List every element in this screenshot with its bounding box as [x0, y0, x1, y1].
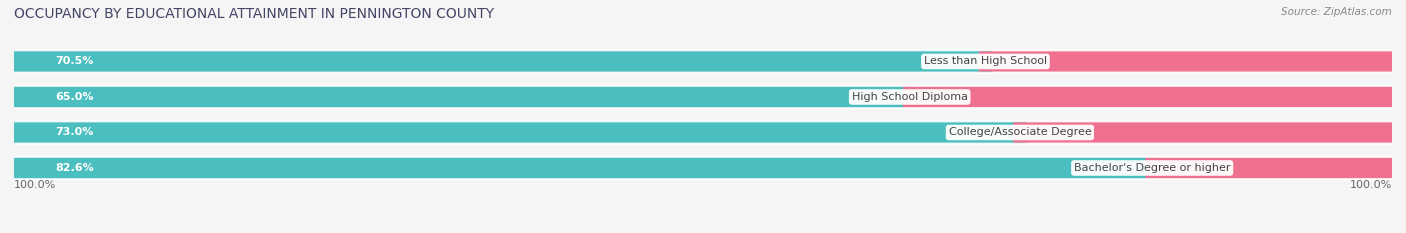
FancyBboxPatch shape [1012, 122, 1399, 144]
Text: 65.0%: 65.0% [55, 92, 94, 102]
Text: 73.0%: 73.0% [55, 127, 94, 137]
Text: Bachelor's Degree or higher: Bachelor's Degree or higher [1074, 163, 1230, 173]
FancyBboxPatch shape [7, 157, 1159, 179]
FancyBboxPatch shape [1012, 122, 1399, 143]
FancyBboxPatch shape [3, 50, 1403, 73]
Text: OCCUPANCY BY EDUCATIONAL ATTAINMENT IN PENNINGTON COUNTY: OCCUPANCY BY EDUCATIONAL ATTAINMENT IN P… [14, 7, 494, 21]
FancyBboxPatch shape [903, 86, 1399, 108]
Text: 100.0%: 100.0% [14, 180, 56, 190]
FancyBboxPatch shape [7, 158, 1159, 178]
FancyBboxPatch shape [1146, 157, 1399, 179]
FancyBboxPatch shape [3, 121, 1403, 144]
FancyBboxPatch shape [3, 157, 1403, 179]
Text: High School Diploma: High School Diploma [852, 92, 967, 102]
Text: 100.0%: 100.0% [1350, 180, 1392, 190]
Text: Source: ZipAtlas.com: Source: ZipAtlas.com [1281, 7, 1392, 17]
FancyBboxPatch shape [979, 51, 1399, 72]
FancyBboxPatch shape [7, 51, 993, 72]
FancyBboxPatch shape [7, 122, 1026, 143]
FancyBboxPatch shape [7, 87, 917, 107]
FancyBboxPatch shape [3, 86, 1403, 108]
Text: 82.6%: 82.6% [55, 163, 94, 173]
FancyBboxPatch shape [7, 86, 917, 108]
Text: Less than High School: Less than High School [924, 56, 1047, 66]
FancyBboxPatch shape [979, 51, 1399, 72]
Text: College/Associate Degree: College/Associate Degree [949, 127, 1091, 137]
FancyBboxPatch shape [903, 87, 1399, 107]
Text: 70.5%: 70.5% [55, 56, 94, 66]
FancyBboxPatch shape [7, 51, 993, 72]
FancyBboxPatch shape [7, 122, 1026, 144]
FancyBboxPatch shape [1146, 158, 1399, 178]
